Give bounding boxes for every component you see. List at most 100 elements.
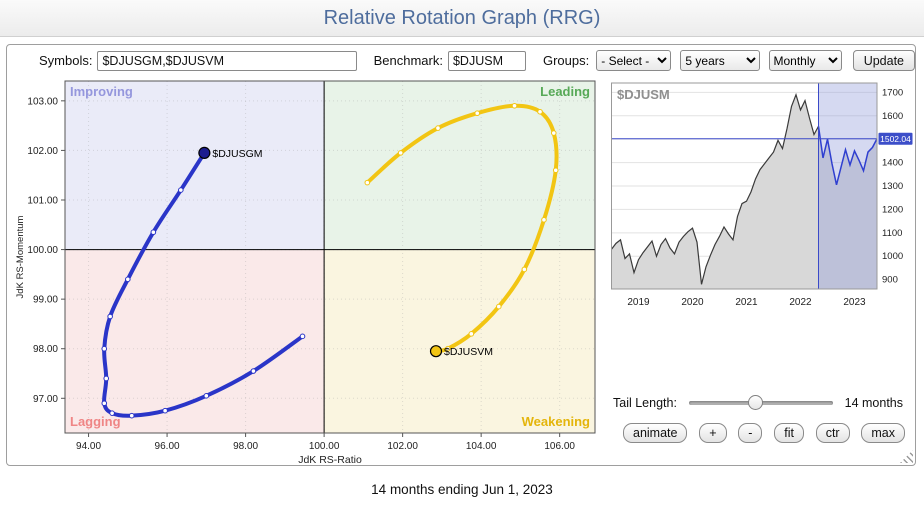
rrg-tail-dot (150, 229, 157, 236)
rrg-tail-dot (109, 410, 115, 416)
benchmark-chart: $DJUSM9001000110012001300140015001600170… (611, 82, 913, 308)
rrg-chart: Improving Leading Lagging Weakening 94.00 96.… (15, 80, 596, 466)
symbols-input[interactable] (97, 50, 357, 71)
price-x-tick: 2020 (681, 297, 704, 308)
quadrant-leading (324, 81, 595, 250)
benchmark-input[interactable] (447, 50, 526, 71)
rrg-tail-dot (250, 368, 257, 374)
price-x-tick: 2022 (789, 297, 812, 308)
price-y-tick: 900 (882, 275, 898, 286)
rrg-tail-dot (496, 303, 502, 310)
rrg-symbol-marker[interactable] (429, 345, 443, 358)
benchmark-label: Benchmark: (373, 53, 443, 68)
tail-length-label: Tail Length: (613, 395, 677, 410)
price-y-tick: 1600 (882, 111, 903, 122)
last-value-badge-text: 1502.04 (880, 134, 911, 144)
groups-select[interactable]: - Select - (596, 50, 672, 71)
rrg-tail-dot (101, 345, 108, 352)
rrg-series-label: $DJUSVM (444, 346, 493, 358)
zoom-out-button[interactable]: - (738, 423, 763, 443)
rrg-y-tick: 100.00 (27, 245, 58, 256)
benchmark-chart-title: $DJUSM (617, 87, 670, 102)
rrg-x-axis-title: JdK RS-Ratio (298, 454, 362, 466)
rrg-tail-dot (178, 187, 184, 193)
rrg-tail (365, 103, 559, 354)
rrg-y-tick: 98.00 (33, 344, 58, 355)
tail-period-highlight (818, 83, 877, 289)
max-button[interactable]: max (861, 423, 905, 443)
price-x-tick: 2023 (843, 297, 866, 308)
price-y-tick: 1400 (882, 158, 903, 169)
tail-length-value: 14 months (844, 395, 903, 410)
price-y-tick: 1700 (882, 87, 903, 98)
toolbar: Symbols: Benchmark: Groups: - Select - 5… (7, 50, 915, 71)
rrg-tail-dot (444, 345, 451, 352)
interval-select[interactable]: Monthly (768, 50, 842, 71)
rrg-series-label: $DJUSGM (212, 148, 262, 160)
price-x-tick: 2019 (627, 297, 650, 308)
rrg-tail-dot (203, 393, 210, 399)
price-y-tick: 1000 (882, 251, 903, 262)
rrg-tail-dot (552, 167, 559, 174)
app-header: Relative Rotation Graph (RRG) (0, 0, 924, 37)
rrg-tail-dot (162, 407, 168, 414)
animate-button[interactable]: animate (623, 423, 688, 443)
rrg-tail-dot (101, 400, 108, 407)
rrg-y-tick: 99.00 (33, 295, 58, 306)
rrg-x-tick: 106.00 (544, 441, 575, 452)
rrg-x-tick: 102.00 (387, 441, 418, 452)
rrg-y-axis-title: JdK RS-Momentum (15, 215, 26, 298)
range-select[interactable]: 5 years (680, 50, 760, 71)
rrg-x-tick: 100.00 (309, 441, 340, 452)
rrg-tail-dot (299, 333, 306, 340)
price-y-tick: 1300 (882, 181, 903, 192)
quadrant-label-improving: Improving (70, 84, 133, 99)
price-x-tick: 2021 (735, 297, 758, 308)
rrg-tail-dot (397, 150, 404, 156)
tail-length-slider[interactable] (688, 395, 833, 410)
rrg-y-tick: 102.00 (27, 146, 58, 157)
tail-length-slider-handle[interactable] (748, 395, 764, 410)
rrg-tail-dot (511, 102, 518, 109)
quadrant-label-lagging: Lagging (70, 414, 121, 429)
price-area (611, 94, 877, 289)
rrg-tail-dot (364, 179, 371, 186)
rrg-panel: Symbols: Benchmark: Groups: - Select - 5… (6, 44, 916, 466)
rrg-tail-dot (537, 108, 543, 115)
rrg-y-tick: 97.00 (33, 394, 58, 405)
resize-grip[interactable] (900, 450, 913, 463)
rrg-tail-dot (435, 125, 441, 131)
rrg-x-tick: 94.00 (76, 441, 101, 452)
rrg-tail-dot (541, 217, 547, 223)
quadrant-label-weakening: Weakening (522, 414, 590, 429)
center-button[interactable]: ctr (815, 423, 850, 443)
rrg-y-tick: 103.00 (27, 96, 58, 107)
rrg-tail-dot (468, 331, 475, 337)
price-line-highlighted (817, 126, 878, 186)
last-value-badge (878, 132, 913, 145)
chart-buttons: animate + - fit ctr max (623, 423, 905, 443)
symbols-label: Symbols: (39, 53, 93, 68)
rrg-y-tick: 101.00 (27, 195, 58, 206)
price-y-tick: 1100 (882, 228, 902, 239)
rrg-x-tick: 96.00 (155, 441, 180, 452)
update-button[interactable]: Update (852, 50, 915, 71)
rrg-symbol-marker[interactable] (198, 146, 211, 159)
rrg-tail-dot (107, 313, 113, 320)
rrg-tail-dot (474, 110, 481, 117)
fit-button[interactable]: fit (774, 423, 804, 443)
rrg-tail-dot (128, 412, 135, 419)
footer-caption: 14 months ending Jun 1, 2023 (371, 482, 553, 497)
rrg-tail (102, 150, 305, 418)
price-line (611, 92, 820, 285)
page-title: Relative Rotation Graph (RRG) (323, 7, 601, 29)
quadrant-label-leading: Leading (540, 84, 590, 99)
groups-label: Groups: (542, 53, 590, 68)
rrg-x-tick: 104.00 (466, 441, 497, 452)
zoom-in-button[interactable]: + (699, 423, 727, 443)
rrg-tail-dot (521, 266, 528, 273)
rrg-x-tick: 98.00 (233, 441, 258, 452)
rrg-tail-dot (550, 130, 557, 136)
tail-length-control: Tail Length: 14 months (613, 395, 903, 410)
price-y-tick: 1200 (882, 204, 903, 215)
